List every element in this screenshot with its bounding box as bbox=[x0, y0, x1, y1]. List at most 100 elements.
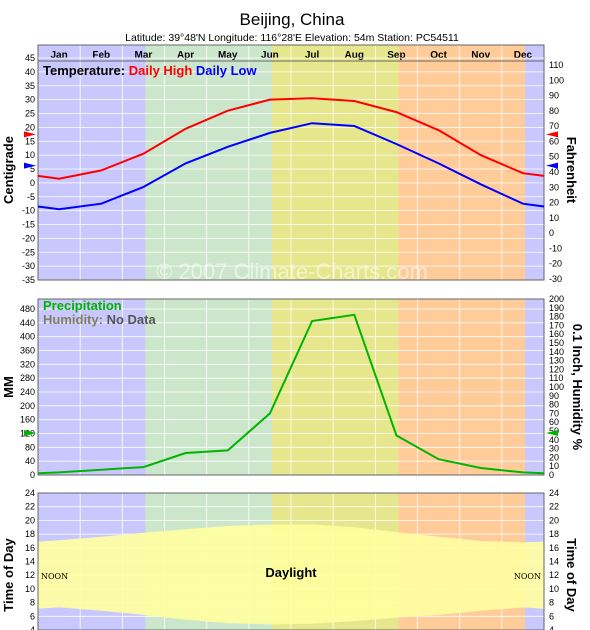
legend-precipitation: Precipitation bbox=[43, 298, 122, 313]
tick-label-inch: 50 bbox=[549, 426, 559, 436]
tick-label-celsius: -10 bbox=[22, 206, 35, 216]
tick-label-inch: 0 bbox=[549, 470, 554, 480]
season-band-summer bbox=[272, 299, 399, 475]
month-label: Jul bbox=[305, 50, 320, 61]
tick-label-time: 8 bbox=[30, 598, 35, 608]
series-line-daily-high bbox=[37, 97, 545, 180]
tick-label-fahrenheit: 80 bbox=[549, 106, 559, 116]
tick-label-time-right: 24 bbox=[549, 488, 559, 498]
legend-daily-high: Daily High bbox=[129, 63, 196, 78]
tick-label-fahrenheit: 110 bbox=[549, 60, 563, 70]
season-band-winter bbox=[525, 45, 544, 61]
tick-label-time-right: 12 bbox=[549, 570, 559, 580]
annual-mean-precip-marker bbox=[546, 430, 558, 437]
tick-label-celsius: 40 bbox=[25, 67, 35, 77]
plot-frame bbox=[37, 298, 545, 476]
annual-mean-low-marker bbox=[546, 162, 558, 169]
season-band-summer bbox=[272, 61, 399, 280]
axis-title-inch-humidity: 0.1 Inch, Humidity % bbox=[570, 324, 585, 451]
tick-label-mm: 80 bbox=[25, 442, 35, 452]
tick-label-time-right: 20 bbox=[549, 515, 559, 525]
tick-label-time: 6 bbox=[30, 611, 35, 621]
tick-label-inch: 200 bbox=[549, 294, 564, 304]
temperature-legend: Temperature: Daily High Daily Low bbox=[43, 63, 257, 78]
axis-title-centigrade: Centigrade bbox=[1, 136, 16, 204]
tick-label-celsius: 10 bbox=[25, 150, 35, 160]
tick-label-time: 20 bbox=[25, 515, 35, 525]
annual-mean-high-marker bbox=[546, 131, 558, 138]
season-band-winter bbox=[525, 61, 544, 280]
annual-mean-high-marker bbox=[24, 131, 36, 138]
tick-label-inch: 10 bbox=[549, 461, 559, 471]
tick-label-inch: 110 bbox=[549, 373, 563, 383]
tick-label-time-right: 22 bbox=[549, 502, 559, 512]
tick-label-mm: 200 bbox=[20, 401, 35, 411]
tick-label-inch: 80 bbox=[549, 400, 559, 410]
legend-daily-low: Daily Low bbox=[196, 63, 258, 78]
tick-label-inch: 170 bbox=[549, 320, 564, 330]
tick-label-mm: 400 bbox=[20, 332, 35, 342]
axis-title-mm: MM bbox=[1, 376, 16, 398]
season-band-winter bbox=[38, 61, 146, 280]
tick-label-time-right: 10 bbox=[549, 584, 559, 594]
tick-label-inch: 130 bbox=[549, 356, 564, 366]
tick-label-celsius: -15 bbox=[22, 220, 35, 230]
watermark: © 2007 Climate-Charts.com bbox=[156, 259, 428, 284]
tick-label-celsius: -5 bbox=[27, 192, 35, 202]
tick-label-inch: 160 bbox=[549, 329, 564, 339]
tick-label-time: 14 bbox=[25, 557, 35, 567]
month-label: May bbox=[218, 50, 238, 61]
tick-label-fahrenheit: 60 bbox=[549, 136, 559, 146]
tick-label-time-right: 18 bbox=[549, 529, 559, 539]
series-line-precipitation bbox=[37, 313, 545, 475]
month-label: Feb bbox=[92, 50, 110, 61]
tick-label-time-right: 6 bbox=[549, 611, 554, 621]
axis-title-fahrenheit: Fahrenheit bbox=[564, 137, 579, 204]
tick-label-mm: 40 bbox=[25, 456, 35, 466]
tick-label-time: 22 bbox=[25, 502, 35, 512]
tick-label-celsius: -20 bbox=[22, 233, 35, 243]
tick-label-inch: 190 bbox=[549, 303, 564, 313]
month-label: Mar bbox=[135, 50, 153, 61]
tick-label-celsius: 5 bbox=[30, 164, 35, 174]
tick-label-inch: 40 bbox=[549, 435, 559, 445]
tick-label-inch: 20 bbox=[549, 452, 559, 462]
season-band-spring bbox=[145, 45, 273, 61]
tick-label-inch: 70 bbox=[549, 408, 559, 418]
tick-label-celsius: 15 bbox=[25, 136, 35, 146]
tick-label-fahrenheit: -30 bbox=[549, 274, 562, 284]
tick-label-time: 12 bbox=[25, 570, 35, 580]
tick-label-fahrenheit: 40 bbox=[549, 167, 559, 177]
tick-label-mm: 440 bbox=[20, 318, 35, 328]
tick-label-celsius: -30 bbox=[22, 261, 35, 271]
tick-label-celsius: 25 bbox=[25, 109, 35, 119]
tick-label-inch: 140 bbox=[549, 347, 564, 357]
tick-label-time: 18 bbox=[25, 529, 35, 539]
tick-label-time-right: 14 bbox=[549, 557, 559, 567]
month-label: Dec bbox=[514, 50, 533, 61]
annual-mean-low-marker bbox=[24, 162, 36, 169]
noon-label-left: NOON bbox=[41, 572, 68, 581]
tick-label-mm: 240 bbox=[20, 387, 35, 397]
season-band-autumn bbox=[398, 45, 526, 61]
axis-title-time-of-day-right: Time of Day bbox=[564, 538, 579, 612]
tick-label-celsius: -25 bbox=[22, 247, 35, 257]
legend-humidity: Humidity: No Data bbox=[43, 312, 156, 327]
tick-label-inch: 30 bbox=[549, 444, 559, 454]
series-line-daily-low bbox=[37, 122, 545, 211]
month-label: Apr bbox=[177, 50, 194, 61]
tick-label-celsius: 20 bbox=[25, 122, 35, 132]
tick-label-time-right: 16 bbox=[549, 543, 559, 553]
tick-label-celsius: 45 bbox=[25, 53, 35, 63]
tick-label-mm: 320 bbox=[20, 359, 35, 369]
tick-label-inch: 120 bbox=[549, 364, 564, 374]
tick-label-inch: 90 bbox=[549, 391, 559, 401]
tick-label-inch: 100 bbox=[549, 382, 564, 392]
month-label: Sep bbox=[387, 50, 405, 61]
tick-label-fahrenheit: 100 bbox=[549, 75, 564, 85]
season-band-winter bbox=[525, 299, 544, 475]
tick-label-mm: 480 bbox=[20, 304, 35, 314]
season-band-winter bbox=[38, 299, 146, 475]
tick-label-time-right: 4 bbox=[549, 625, 554, 630]
